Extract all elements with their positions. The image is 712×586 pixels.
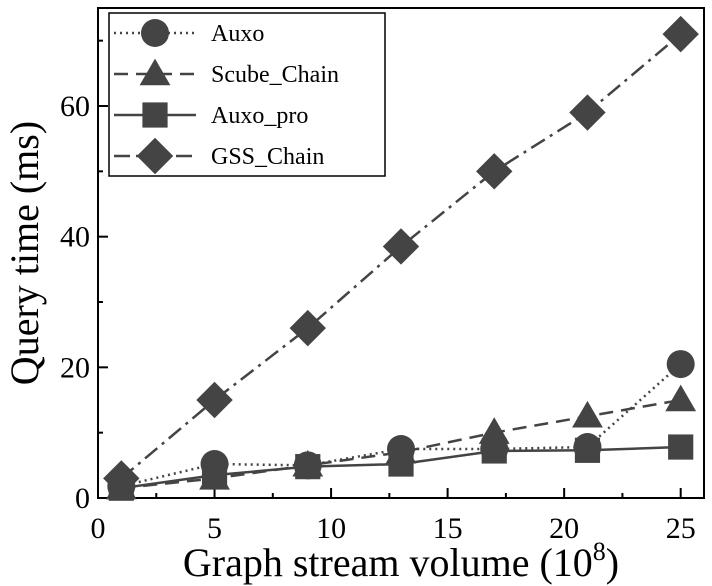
x-axis-title: Graph stream volume (108) (183, 537, 619, 585)
marker-diamond (476, 153, 513, 190)
marker-diamond (103, 460, 140, 497)
x-axis-title-suffix: ) (606, 540, 619, 585)
legend: Auxo Scube_Chain Auxo_pro GSS_Chain (108, 12, 386, 177)
marker-triangle (572, 400, 603, 428)
marker-circle (666, 350, 695, 379)
marker-square (481, 438, 507, 464)
plot-frame (97, 7, 705, 499)
legend-label: Auxo (211, 21, 264, 47)
marker-diamond (136, 137, 174, 175)
marker-square (388, 451, 414, 477)
series-scube-chain (105, 384, 697, 500)
y-tick-label: 0 (75, 482, 90, 515)
series-layer (103, 15, 699, 501)
marker-square (668, 434, 694, 460)
legend-label: GSS_Chain (211, 144, 324, 170)
x-axis-title-main: Graph stream volume (10 (183, 540, 593, 585)
y-axis-title: Query time (ms) (2, 121, 47, 385)
marker-triangle (139, 58, 171, 86)
y-tick-label: 40 (60, 221, 90, 254)
marker-diamond (662, 15, 699, 53)
legend-label: Scube_Chain (211, 62, 339, 88)
marker-square (574, 437, 601, 463)
x-tick-label: 25 (666, 512, 696, 545)
x-tick-label: 15 (433, 512, 463, 545)
x-tick-label: 20 (549, 512, 579, 545)
x-axis-title-sup: 8 (593, 537, 606, 566)
x-tick-label: 0 (91, 512, 106, 545)
series-gss-chain (103, 15, 699, 497)
y-tick-label: 60 (60, 90, 90, 123)
legend-label: Auxo_pro (211, 103, 308, 129)
marker-diamond (196, 381, 233, 419)
marker-square (201, 462, 228, 488)
axis-ticks: 0 5 10 15 20 25 0 20 40 60 (60, 39, 696, 545)
marker-square (295, 454, 321, 480)
marker-triangle (478, 417, 510, 444)
marker-diamond (382, 228, 420, 265)
marker-square (142, 102, 168, 128)
x-tick-label: 10 (316, 512, 346, 545)
marker-triangle (665, 384, 697, 412)
x-tick-label: 5 (207, 512, 222, 545)
marker-diamond (569, 94, 606, 131)
marker-circle (141, 19, 169, 47)
marker-diamond (289, 309, 326, 347)
y-tick-label: 20 (60, 351, 90, 384)
